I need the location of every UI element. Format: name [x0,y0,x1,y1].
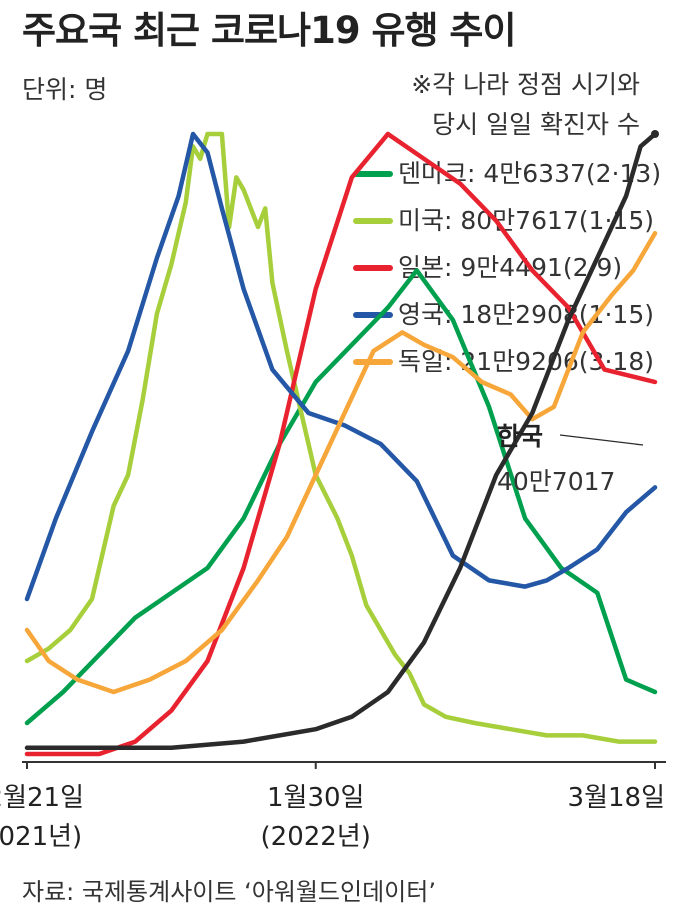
source-note: 자료: 국제통계사이트 ‘아워월드인데이터’ [22,878,436,906]
series-line-denmark [24,268,658,726]
x-tick-year-2: (2022년) [261,822,371,852]
note-line-2: 당시 일일 확진자 수 [432,110,640,139]
x-tick-label-2: 1월30일 [267,783,364,813]
series-line-germany [24,230,658,695]
korea-label: 한국 [497,422,543,451]
chart-title: 주요국 최근 코로나19 유행 추이 [22,9,516,52]
series-line-japan [24,131,658,757]
legend-label-japan: 일본: 9만4491(2·9) [398,253,622,282]
korea-value: 40만7017 [497,467,615,496]
note-line-1: ※각 나라 정점 시기와 [411,70,640,99]
x-tick-year-1: (2021년) [0,822,82,852]
series-lines [24,130,659,757]
series-line-korea [24,131,658,751]
legend-label-denmark: 덴마크: 4만6337(2·13) [398,159,661,188]
series-line-usa [24,131,658,744]
x-tick-label-3: 3월18일 [568,783,665,813]
unit-label: 단위: 명 [22,75,107,104]
legend-label-uk: 영국: 18만2908(1·15) [398,300,654,329]
series-line-uk [24,131,658,602]
legend: 덴마크: 4만6337(2·13)미국: 80만7617(1·15)일본: 9만… [353,159,661,376]
x-tick-label-1: 12월21일 [0,783,84,813]
korea-leader-line [559,434,644,446]
korea-endpoint [651,130,659,138]
x-axis-ticks: 12월21일 (2021년) 1월30일 (2022년) 3월18일 [0,762,665,852]
